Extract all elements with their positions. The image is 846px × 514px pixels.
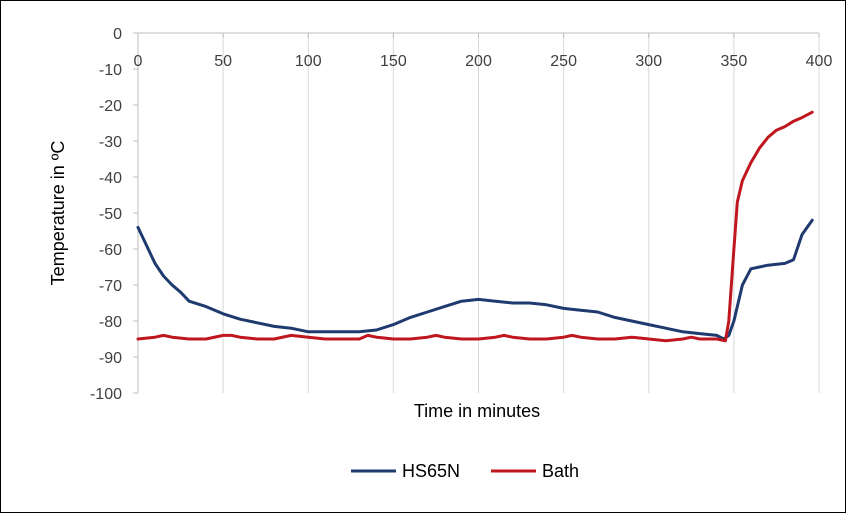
series-line-bath — [136, 110, 814, 343]
y-tick-label: -30 — [99, 134, 122, 151]
series-line-hs65n — [136, 218, 814, 341]
x-tick-label: 200 — [465, 53, 492, 70]
y-tick-label: -50 — [99, 206, 122, 223]
x-axis-title: Time in minutes — [414, 401, 540, 421]
y-axis-title: Temperature in ºC — [48, 141, 68, 286]
y-tick-label: -80 — [99, 314, 122, 331]
legend-label-bath: Bath — [542, 461, 579, 481]
x-tick-label: 350 — [721, 53, 748, 70]
x-tick-label: 150 — [380, 53, 407, 70]
gridlines — [222, 33, 820, 393]
axes — [133, 32, 820, 394]
x-tick-label: 100 — [295, 53, 322, 70]
x-tick-label: 0 — [134, 53, 143, 70]
x-tick-label: 400 — [806, 53, 833, 70]
x-tick-label: 50 — [214, 53, 232, 70]
y-tick-label: -100 — [90, 386, 122, 403]
y-tick-label: -40 — [99, 170, 122, 187]
legend-label-hs65n: HS65N — [402, 461, 460, 481]
y-tick-label: -60 — [99, 242, 122, 259]
y-tick-label: -20 — [99, 98, 122, 115]
y-tick-label: -70 — [99, 278, 122, 295]
y-tick-label: -90 — [99, 350, 122, 367]
series-lines — [136, 110, 814, 343]
y-tick-label: 0 — [113, 26, 122, 43]
y-tick-label: -10 — [99, 62, 122, 79]
legend: HS65N Bath — [351, 461, 579, 481]
x-tick-label: 300 — [635, 53, 662, 70]
x-tick-label: 250 — [550, 53, 577, 70]
tick-labels: 0 -10 -20 -30 -40 -50 -60 -70 -80 -90 -100 0 50 100 15… — [90, 26, 832, 403]
